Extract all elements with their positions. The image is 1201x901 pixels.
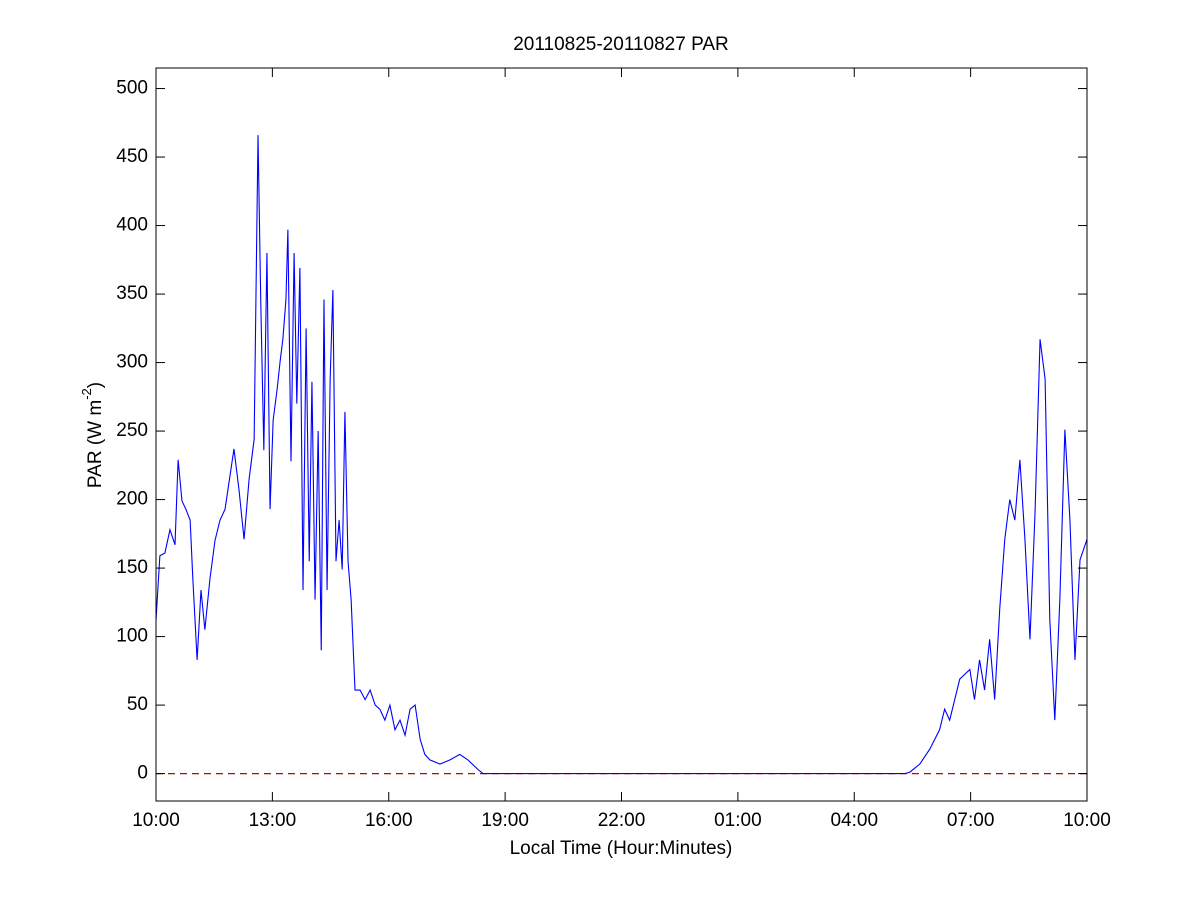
x-axis-label: Local Time (Hour:Minutes) (510, 838, 733, 859)
x-tick-label: 10:00 (132, 810, 180, 831)
data-line (155, 135, 1088, 775)
x-tick-label: 16:00 (365, 810, 413, 831)
chart-title: 20110825-20110827 PAR (513, 34, 729, 55)
x-tick-label: 07:00 (947, 810, 995, 831)
y-tick-label: 50 (127, 694, 148, 715)
x-tick-label: 19:00 (481, 810, 529, 831)
y-tick-label: 200 (116, 489, 148, 510)
y-axis-label: PAR (W m-2) (79, 382, 106, 488)
y-tick-label: 500 (116, 78, 148, 99)
y-tick-label: 400 (116, 215, 148, 236)
y-tick-label: 150 (116, 557, 148, 578)
y-tick-label: 450 (116, 146, 148, 167)
x-tick-label: 10:00 (1063, 810, 1111, 831)
y-tick-label: 350 (116, 283, 148, 304)
y-tick-label: 250 (116, 420, 148, 441)
y-tick-label: 100 (116, 626, 148, 647)
x-tick-label: 01:00 (714, 810, 762, 831)
x-tick-label: 04:00 (830, 810, 878, 831)
y-axis-label-sup: -2 (79, 388, 94, 400)
y-axis-label-end: ) (85, 382, 106, 388)
x-tick-label: 13:00 (249, 810, 297, 831)
y-axis-label-text: PAR (W m (85, 400, 106, 488)
x-tick-label: 22:00 (598, 810, 646, 831)
y-tick-label: 300 (116, 352, 148, 373)
y-tick-label: 0 (137, 763, 148, 784)
